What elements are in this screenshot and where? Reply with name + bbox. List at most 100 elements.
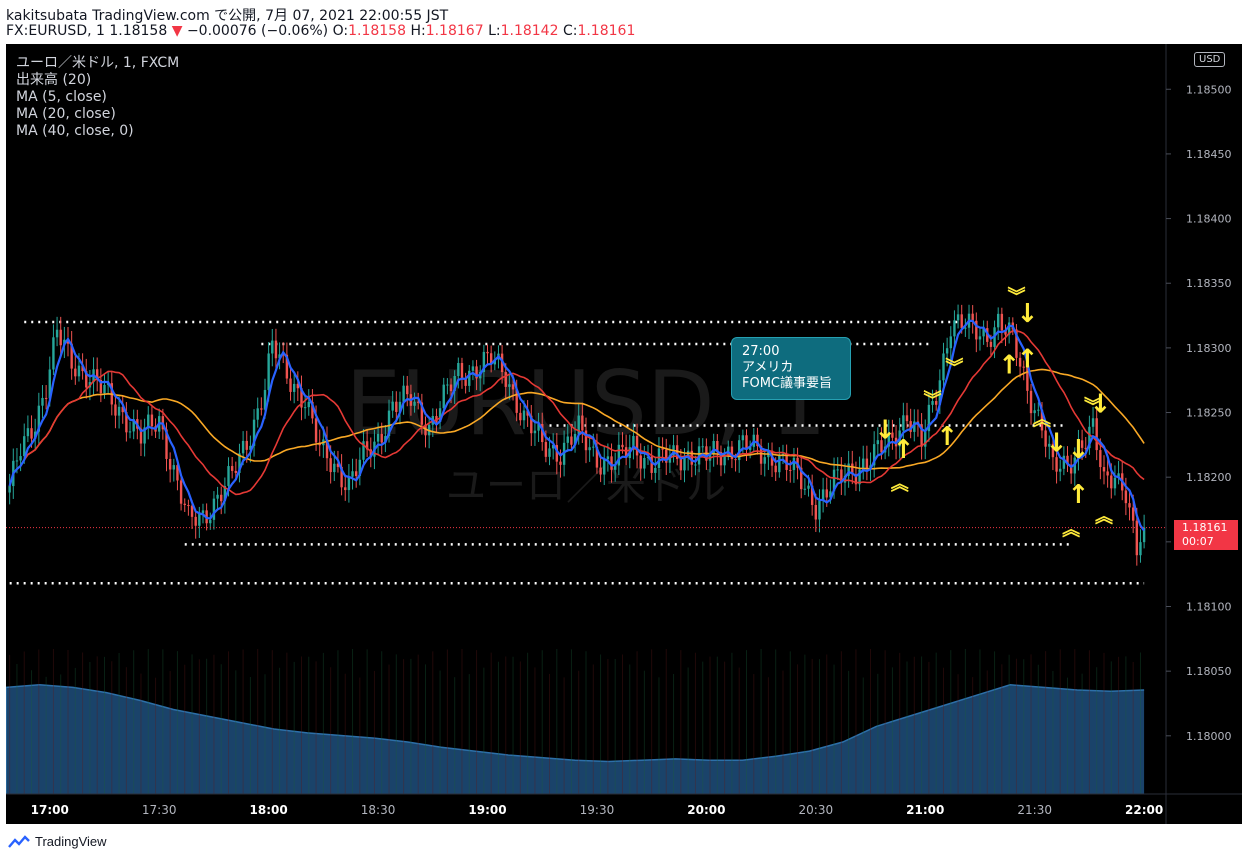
candle-body: [398, 401, 402, 412]
ma40-line: [8, 368, 1145, 487]
candle-body: [1139, 542, 1142, 556]
candle-body: [1142, 527, 1146, 543]
candle-body: [292, 383, 296, 392]
candle-body: [712, 440, 715, 454]
candle-body: [624, 447, 628, 459]
candle-body: [238, 453, 241, 473]
candle-body: [168, 458, 172, 470]
candle-body: [891, 432, 894, 438]
candle-body: [679, 458, 683, 471]
price-tick-label: 1.18300: [1186, 342, 1232, 355]
candle-body: [1073, 457, 1077, 474]
candle-body: [424, 424, 427, 436]
candle-body: [1000, 313, 1004, 331]
candle-body: [303, 407, 307, 409]
candle-body: [639, 455, 642, 469]
legend-ma-5[interactable]: MA (5, close): [16, 89, 107, 105]
candle-body: [190, 505, 194, 517]
candle-body: [836, 469, 839, 471]
candle-body: [909, 421, 912, 432]
candle-body: [690, 450, 693, 465]
legend-ma-20[interactable]: MA (20, close): [16, 106, 116, 122]
candle-body: [344, 487, 347, 491]
chart-pane[interactable]: EURUSD, 1 ユーロ／米ドル ↓ ↑ ︽ ︾ ↑ ︾ ︾ ↓ ↑ ↑ ︽ ↓ ︽ ↑ ↓ ︾ ↓ ︽ 1.1…: [6, 44, 1242, 824]
candle-body: [1106, 471, 1109, 476]
candle-body: [887, 432, 890, 447]
candle-body: [913, 421, 916, 432]
candle-body: [85, 371, 88, 388]
candle-body: [74, 368, 77, 377]
event-annotation[interactable]: 27:00 アメリカ FOMC議事要旨: [731, 337, 851, 400]
legend-ma-40[interactable]: MA (40, close, 0): [16, 123, 134, 139]
candle-body: [745, 435, 748, 450]
candle-body: [635, 435, 639, 456]
last-price-tag: 1.18161 00:07: [1174, 519, 1238, 550]
candle-body: [1135, 520, 1139, 556]
candle-body: [694, 464, 697, 466]
signal-marker: ︾: [1084, 396, 1102, 418]
low-value: 1.18142: [500, 23, 559, 39]
candle-body: [1066, 455, 1069, 465]
moving-averages: [8, 319, 1145, 532]
time-tick-label: 18:00: [250, 803, 288, 817]
candle-body: [588, 447, 591, 451]
candle-body: [541, 424, 544, 443]
candle-body: [774, 465, 777, 473]
candle-body: [468, 370, 471, 386]
candle-body: [902, 415, 905, 431]
candle-body: [829, 491, 832, 498]
close-label: C:: [562, 23, 578, 39]
time-tick-label: 22:00: [1125, 803, 1163, 817]
price-axis[interactable]: [1166, 44, 1242, 824]
candle-body: [81, 365, 84, 372]
candle-body: [260, 408, 263, 410]
candle-body: [840, 469, 843, 483]
legend-volume[interactable]: 出来高 (20): [16, 72, 92, 88]
candle-body: [989, 341, 993, 347]
candle-body: [570, 436, 573, 445]
candle-body: [934, 401, 938, 405]
candle-body: [730, 446, 734, 460]
time-tick-label: 17:30: [142, 803, 177, 817]
legend-symbol[interactable]: ユーロ／米ドル, 1, FXCM: [16, 55, 180, 71]
candle-body: [1077, 440, 1080, 458]
price-tick-label: 1.18450: [1186, 148, 1232, 161]
candle-body: [862, 458, 865, 470]
candle-body: [551, 445, 555, 449]
candle-body: [143, 427, 146, 444]
candle-body: [606, 456, 610, 460]
candle-body: [504, 372, 507, 387]
signal-marker: ︾: [924, 389, 942, 411]
bar-countdown: 00:07: [1182, 534, 1214, 548]
candle-body: [1051, 443, 1055, 458]
time-tick-label: 19:00: [468, 803, 506, 817]
candle-body: [964, 327, 967, 329]
candle-body: [668, 455, 672, 463]
candle-body: [267, 353, 270, 390]
candle-body: [1102, 467, 1106, 472]
currency-badge[interactable]: USD: [1194, 52, 1226, 67]
signal-marker: ︽: [1033, 409, 1051, 430]
tradingview-logo[interactable]: TradingView: [8, 834, 107, 849]
candle-body: [227, 466, 230, 486]
close-value: 1.18161: [577, 23, 636, 39]
candle-body: [26, 428, 30, 437]
candle-body: [522, 410, 526, 421]
candle-body: [95, 369, 99, 380]
candle-body: [380, 433, 383, 443]
candle-body: [975, 320, 978, 340]
candle-body: [59, 329, 62, 346]
candle-body: [872, 444, 876, 466]
candle-body: [526, 410, 529, 416]
candle-body: [329, 458, 332, 473]
candle-body: [307, 401, 310, 408]
candle-body: [8, 486, 11, 493]
candle-body: [413, 401, 416, 406]
candle-body: [643, 457, 646, 469]
candle-body: [376, 433, 380, 442]
price-chart[interactable]: EURUSD, 1 ユーロ／米ドル ↓↑︽︾↑︾︾↓↑↑︽↓︽↑↓︾↓︽ 1.1…: [6, 44, 1242, 824]
signal-markers: ↓↑︽︾↑︾︾↓↑↑︽↓︽↑↓︾↓︽: [874, 286, 1113, 541]
time-axis-labels[interactable]: 17:00 17:30 18:00 18:30 19:00 19:30 20:00 20:30…: [31, 803, 1164, 817]
candle-body: [365, 441, 369, 450]
candle-body: [665, 449, 668, 463]
